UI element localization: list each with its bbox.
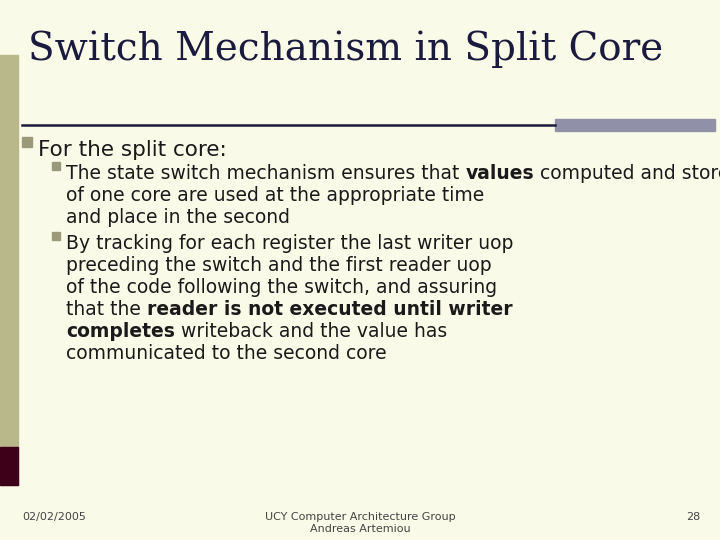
Bar bbox=[0, 447, 18, 485]
Text: 02/02/2005: 02/02/2005 bbox=[22, 512, 86, 522]
Text: Switch Mechanism in Split Core: Switch Mechanism in Split Core bbox=[28, 30, 663, 68]
Text: writeback and the value has: writeback and the value has bbox=[175, 322, 447, 341]
Text: 28: 28 bbox=[685, 512, 700, 522]
Text: completes: completes bbox=[66, 322, 175, 341]
Text: of the code following the switch, and assuring: of the code following the switch, and as… bbox=[66, 278, 497, 297]
Text: and place in the second: and place in the second bbox=[66, 208, 290, 227]
Bar bbox=[0, 55, 18, 485]
Text: that the: that the bbox=[66, 300, 147, 319]
Text: communicated to the second core: communicated to the second core bbox=[66, 344, 387, 363]
Bar bbox=[555, 119, 715, 131]
Text: of one core are used at the appropriate time: of one core are used at the appropriate … bbox=[66, 186, 485, 205]
Text: For the split core:: For the split core: bbox=[38, 140, 227, 160]
Text: reader is not executed until writer: reader is not executed until writer bbox=[147, 300, 513, 319]
Text: values: values bbox=[465, 164, 534, 183]
Text: preceding the switch and the first reader uop: preceding the switch and the first reade… bbox=[66, 256, 492, 275]
Text: UCY Computer Architecture Group
Andreas Artemiou: UCY Computer Architecture Group Andreas … bbox=[265, 512, 455, 534]
Text: The state switch mechanism ensures that: The state switch mechanism ensures that bbox=[66, 164, 465, 183]
Text: computed and stored in the register file: computed and stored in the register file bbox=[534, 164, 720, 183]
Bar bbox=[52, 232, 60, 240]
Bar bbox=[52, 162, 60, 170]
Bar bbox=[22, 137, 32, 147]
Text: By tracking for each register the last writer uop: By tracking for each register the last w… bbox=[66, 234, 513, 253]
